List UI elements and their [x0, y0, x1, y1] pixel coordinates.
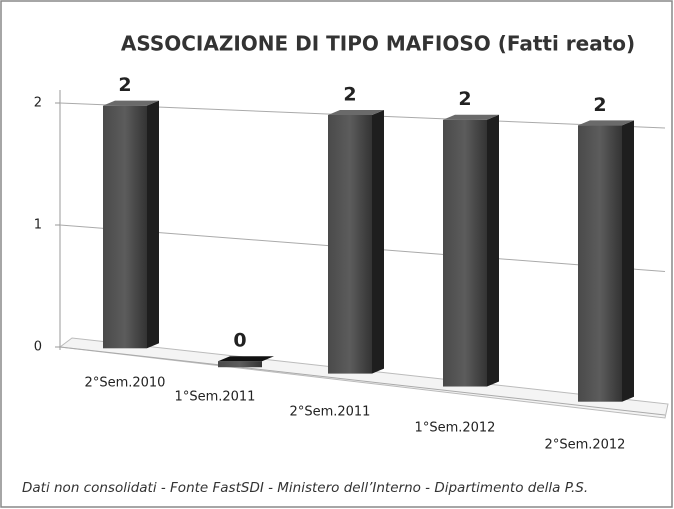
- bar-top: [443, 114, 499, 120]
- y-tick-label: 0: [34, 340, 42, 355]
- bar: [103, 105, 147, 349]
- bar-side: [487, 114, 499, 387]
- value-label: 2: [118, 74, 131, 96]
- value-label: 0: [233, 330, 246, 352]
- bar-side: [622, 120, 634, 402]
- bar-side: [147, 100, 159, 349]
- bar: [328, 114, 372, 374]
- x-tick-label: 2°Sem.2011: [290, 405, 371, 420]
- grid-line: [59, 346, 666, 416]
- value-label: 2: [343, 83, 356, 105]
- bar-top: [103, 100, 159, 106]
- bar-top: [578, 120, 634, 126]
- bar: [578, 125, 622, 402]
- x-tick-label: 1°Sem.2011: [175, 390, 256, 405]
- y-tick-label: 1: [34, 218, 42, 233]
- bar-top: [328, 109, 384, 115]
- bar: [218, 361, 262, 368]
- bar: [443, 119, 487, 387]
- x-tick-label: 2°Sem.2010: [85, 376, 166, 391]
- x-tick-label: 2°Sem.2012: [545, 438, 626, 453]
- bar-side: [372, 109, 384, 374]
- source-note: Dati non consolidati - Fonte FastSDI - M…: [22, 480, 588, 496]
- x-tick-label: 1°Sem.2012: [415, 421, 496, 436]
- chart-title: ASSOCIAZIONE DI TIPO MAFIOSO (Fatti reat…: [121, 32, 635, 56]
- y-tick-label: 2: [34, 96, 42, 111]
- value-label: 2: [458, 88, 471, 110]
- value-label: 2: [593, 94, 606, 116]
- bar-top: [218, 356, 274, 362]
